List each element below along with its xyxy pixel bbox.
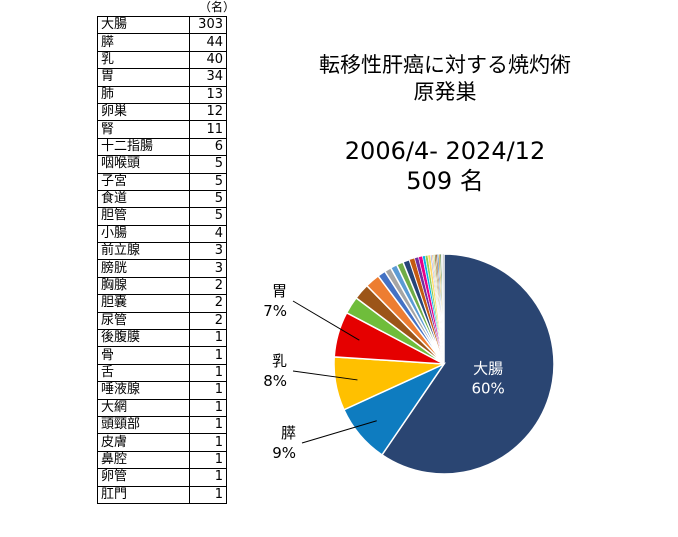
slice-label-percent: 9% xyxy=(272,444,296,462)
leader-line xyxy=(301,420,377,444)
table-cell-site: 十二指腸 xyxy=(97,137,190,157)
table-cell-site: 小腸 xyxy=(97,224,190,244)
table-row: 胸腺 2 xyxy=(97,276,227,296)
table-row: 十二指腸 6 xyxy=(97,137,227,157)
leader-line xyxy=(292,300,360,341)
pie-slice xyxy=(380,253,555,475)
pie-slice xyxy=(442,253,445,365)
table-row: 膀胱 3 xyxy=(97,259,227,278)
table-row: 咽喉頭 5 xyxy=(97,155,227,174)
table-row: 肛門 1 xyxy=(97,485,227,504)
table-row: 大腸 303 xyxy=(97,15,227,35)
title-block: 転移性肝癌に対する焼灼術 原発巣 2006/4- 2024/12 509 名 xyxy=(270,52,620,196)
table-cell-site: 咽喉頭 xyxy=(97,155,190,174)
chart-subtitle: 原発巣 xyxy=(413,80,477,104)
table-row: 唾液腺 1 xyxy=(97,381,227,400)
table-cell-site: 肛門 xyxy=(97,485,190,504)
slice-label-name: 大腸 xyxy=(473,360,503,378)
table-row: 鼻腔 1 xyxy=(97,450,227,470)
table-cell-count: 34 xyxy=(189,68,227,87)
slice-label-name: 膵 xyxy=(281,424,296,442)
chart-title: 転移性肝癌に対する焼灼術 xyxy=(319,53,571,77)
unit-label: （名） xyxy=(199,0,236,14)
total-count-label: 509 名 xyxy=(406,167,484,195)
leader-line xyxy=(292,370,358,381)
slice-label-percent: 60% xyxy=(471,380,504,398)
primary-site-table: 大腸 303 膵 44 乳 40 胃 34 肺 13 卵巣 12 腎 11 十二指腸 6 咽喉頭 5 子宮 5 食道 5 胆… xyxy=(97,15,227,504)
table-row: 後腹膜 1 xyxy=(97,329,227,348)
table-row: 皮膚 1 xyxy=(97,433,227,452)
table-row: 小腸 4 xyxy=(97,224,227,244)
table-cell-site: 胆管 xyxy=(97,207,190,226)
slice-label-name: 乳 xyxy=(272,352,287,370)
table-row: 腎 11 xyxy=(97,120,227,139)
table-row: 乳 40 xyxy=(97,50,227,70)
table-row: 胆嚢 2 xyxy=(97,294,227,313)
table-row: 大網 1 xyxy=(97,398,227,417)
table-cell-count: 40 xyxy=(189,50,227,70)
table-cell-count: 5 xyxy=(189,172,227,191)
table-cell-site: 胆嚢 xyxy=(97,294,190,313)
period-label: 2006/4- 2024/12 xyxy=(344,137,546,165)
table-cell-site: 舌 xyxy=(97,363,190,383)
table-cell-site: 皮膚 xyxy=(97,433,190,452)
slice-label-name: 胃 xyxy=(272,282,287,300)
table-cell-count: 1 xyxy=(189,485,227,504)
table-cell-count: 303 xyxy=(189,15,227,35)
slice-label-percent: 7% xyxy=(263,302,287,320)
table-row: 肺 13 xyxy=(97,85,227,104)
slice-label-percent: 8% xyxy=(263,372,287,390)
table-cell-site: 鼻腔 xyxy=(97,450,190,470)
